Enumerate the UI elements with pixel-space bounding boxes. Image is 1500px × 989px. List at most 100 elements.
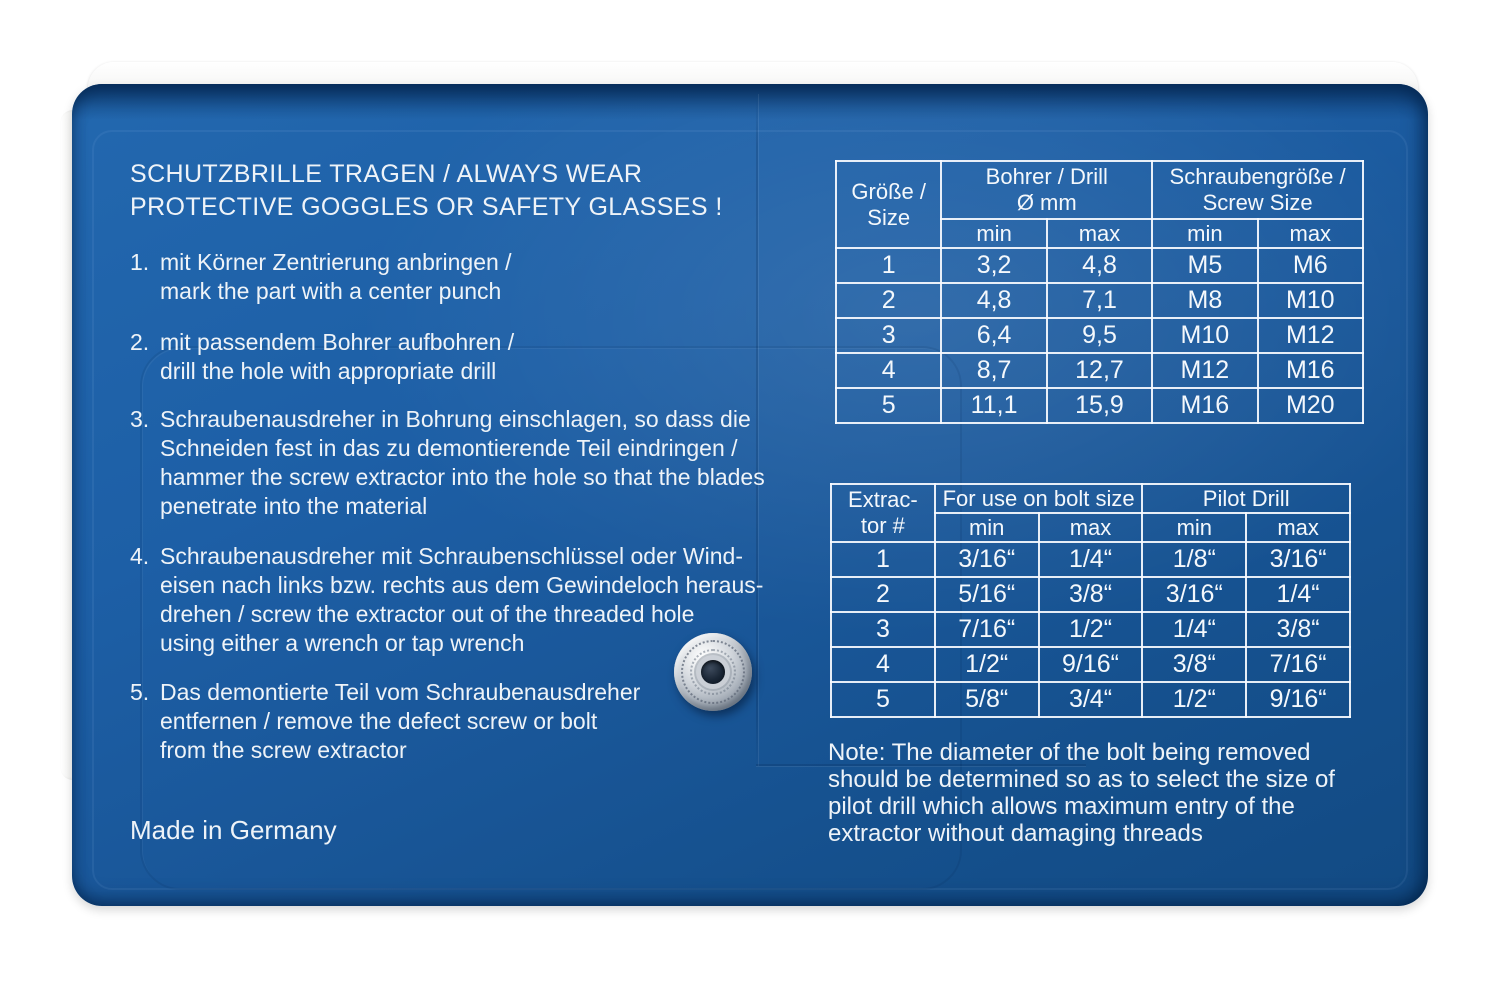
header-cell-extractor: Extrac- tor # [830, 483, 936, 543]
table-row: 4 1/2“ 9/16“ 3/8“ 7/16“ [830, 646, 1351, 683]
step-number: 1. [130, 249, 150, 275]
step-number: 2. [130, 329, 150, 355]
instructions-column: SCHUTZBRILLE TRAGEN / ALWAYS WEAR PROTEC… [130, 158, 810, 846]
table-cell: 5/16“ [933, 576, 1040, 613]
instruction-step-2: 2. mit passendem Bohrer aufbohren / dril… [130, 328, 810, 386]
table-cell: 7/16“ [1245, 646, 1351, 683]
extractor-size-table: Extrac- tor # For use on bolt size Pilot… [830, 483, 1351, 718]
table-cell: 8,7 [940, 352, 1048, 389]
note-text: Note: The diameter of the bolt being rem… [828, 739, 1408, 847]
table-cell: 5 [834, 387, 943, 424]
safety-warning-line: PROTECTIVE GOGGLES OR SAFETY GLASSES ! [130, 193, 723, 221]
table-cell: 9/16“ [1037, 646, 1144, 683]
step-line: Schraubenausdreher in Bohrung einschlage… [160, 406, 751, 432]
snap-knurl-ring [681, 640, 745, 704]
table-row: 3 6,4 9,5 M10 M12 [834, 317, 1365, 354]
step-line: Schneiden fest in das zu demontierende T… [160, 435, 738, 461]
table-cell: 5 [830, 681, 936, 718]
table-cell: 1/2“ [933, 646, 1040, 683]
table-cell: 1/4“ [1245, 576, 1351, 613]
table-cell: M6 [1256, 247, 1365, 284]
step-line: Schraubenausdreher mit Schraubenschlüsse… [160, 543, 743, 569]
drill-size-table: Größe / Size Bohrer / Drill Ø mm Schraub… [834, 160, 1365, 424]
safety-warning-line: SCHUTZBRILLE TRAGEN / ALWAYS WEAR [130, 160, 643, 188]
table-row: 4 8,7 12,7 M12 M16 [834, 352, 1365, 389]
table-subheader-row: min max min max [836, 218, 1365, 249]
step-line: penetrate into the material [160, 493, 428, 519]
header-cell-drill: Bohrer / Drill Ø mm [940, 160, 1154, 220]
subheader-min: min [1151, 218, 1259, 249]
table-cell: 3/8“ [1245, 611, 1351, 648]
table-cell: M20 [1256, 387, 1365, 424]
table-cell: 2 [834, 282, 943, 319]
table-row: 5 5/8“ 3/4“ 1/2“ 9/16“ [830, 681, 1351, 718]
table-cell: 3/16“ [1245, 541, 1351, 578]
table-cell: 3/8“ [1037, 576, 1144, 613]
snap-knurl-ring [690, 649, 736, 695]
step-line: entfernen / remove the defect screw or b… [160, 708, 598, 734]
subheader-min: min [933, 512, 1040, 543]
table-cell: 9,5 [1045, 317, 1154, 354]
table-cell: 5/8“ [933, 681, 1040, 718]
pocket-seam-horizontal [756, 764, 1086, 766]
table-row: 3 7/16“ 1/2“ 1/4“ 3/8“ [830, 611, 1351, 648]
pouch-top-fold [72, 84, 1428, 120]
table-row: 1 3,2 4,8 M5 M6 [834, 247, 1365, 284]
table-cell: 2 [830, 576, 936, 613]
table-cell: 11,1 [940, 387, 1048, 424]
table-cell: 3/8“ [1141, 646, 1248, 683]
table-cell: M16 [1151, 387, 1259, 424]
table-cell: 7/16“ [933, 611, 1040, 648]
header-cell-pilot-drill: Pilot Drill [1141, 483, 1351, 514]
table-cell: 1 [834, 247, 943, 284]
table-cell: M10 [1256, 282, 1365, 319]
note-line: pilot drill which allows maximum entry o… [828, 793, 1295, 820]
table-cell: 3 [830, 611, 936, 648]
table-cell: M16 [1256, 352, 1365, 389]
table-cell: 6,4 [940, 317, 1048, 354]
subheader-min: min [1141, 512, 1248, 543]
table-row: 1 3/16“ 1/4“ 1/8“ 3/16“ [830, 541, 1351, 578]
instruction-step-1: 1. mit Körner Zentrierung anbringen / ma… [130, 248, 810, 306]
subheader-min: min [940, 218, 1048, 249]
table-row: 2 4,8 7,1 M8 M10 [834, 282, 1365, 319]
pocket-seam-vertical [756, 94, 758, 766]
step-line: hammer the screw extractor into the hole… [160, 464, 765, 490]
table-cell: 12,7 [1045, 352, 1154, 389]
table-row: 2 5/16“ 3/8“ 3/16“ 1/4“ [830, 576, 1351, 613]
subheader-max: max [1045, 218, 1154, 249]
table-header-row: Extrac- tor # For use on bolt size Pilot… [830, 483, 1351, 543]
note-line: should be determined so as to select the… [828, 766, 1335, 793]
header-cell-screw-size: Schraubengröße / Screw Size [1151, 160, 1364, 220]
table-cell: 4 [834, 352, 943, 389]
table-cell: M10 [1151, 317, 1259, 354]
table-cell: 7,1 [1045, 282, 1154, 319]
table-cell: M8 [1151, 282, 1259, 319]
step-line: using either a wrench or tap wrench [160, 630, 525, 656]
subheader-max: max [1245, 512, 1351, 543]
step-number: 5. [130, 679, 150, 705]
step-line: Das demontierte Teil vom Schraubenausdre… [160, 679, 641, 705]
step-line: mark the part with a center punch [160, 278, 502, 304]
step-line: drill the hole with appropriate drill [160, 358, 497, 384]
step-number: 3. [130, 406, 150, 432]
table-cell: 3,2 [940, 247, 1048, 284]
snap-fastener-button [674, 633, 752, 711]
step-line: from the screw extractor [160, 737, 407, 763]
table-cell: 4,8 [940, 282, 1048, 319]
header-cell-bolt-size: For use on bolt size [933, 483, 1144, 514]
table-row: 5 11,1 15,9 M16 M20 [834, 387, 1365, 424]
table-cell: 15,9 [1045, 387, 1154, 424]
made-in-germany-label: Made in Germany [130, 815, 337, 845]
snap-center-hole [701, 660, 725, 684]
table-header-row: Größe / Size Bohrer / Drill Ø mm Schraub… [834, 160, 1364, 249]
subheader-max: max [1037, 512, 1144, 543]
table-cell: 9/16“ [1245, 681, 1351, 718]
step-line: drehen / screw the extractor out of the … [160, 601, 695, 627]
note-line: extractor without damaging threads [828, 820, 1203, 847]
instruction-step-5: 5. Das demontierte Teil vom Schraubenaus… [130, 678, 810, 765]
table-cell: 1/4“ [1037, 541, 1144, 578]
table-cell: 3/16“ [933, 541, 1040, 578]
table-subheader-row: min max min max [831, 512, 1351, 543]
